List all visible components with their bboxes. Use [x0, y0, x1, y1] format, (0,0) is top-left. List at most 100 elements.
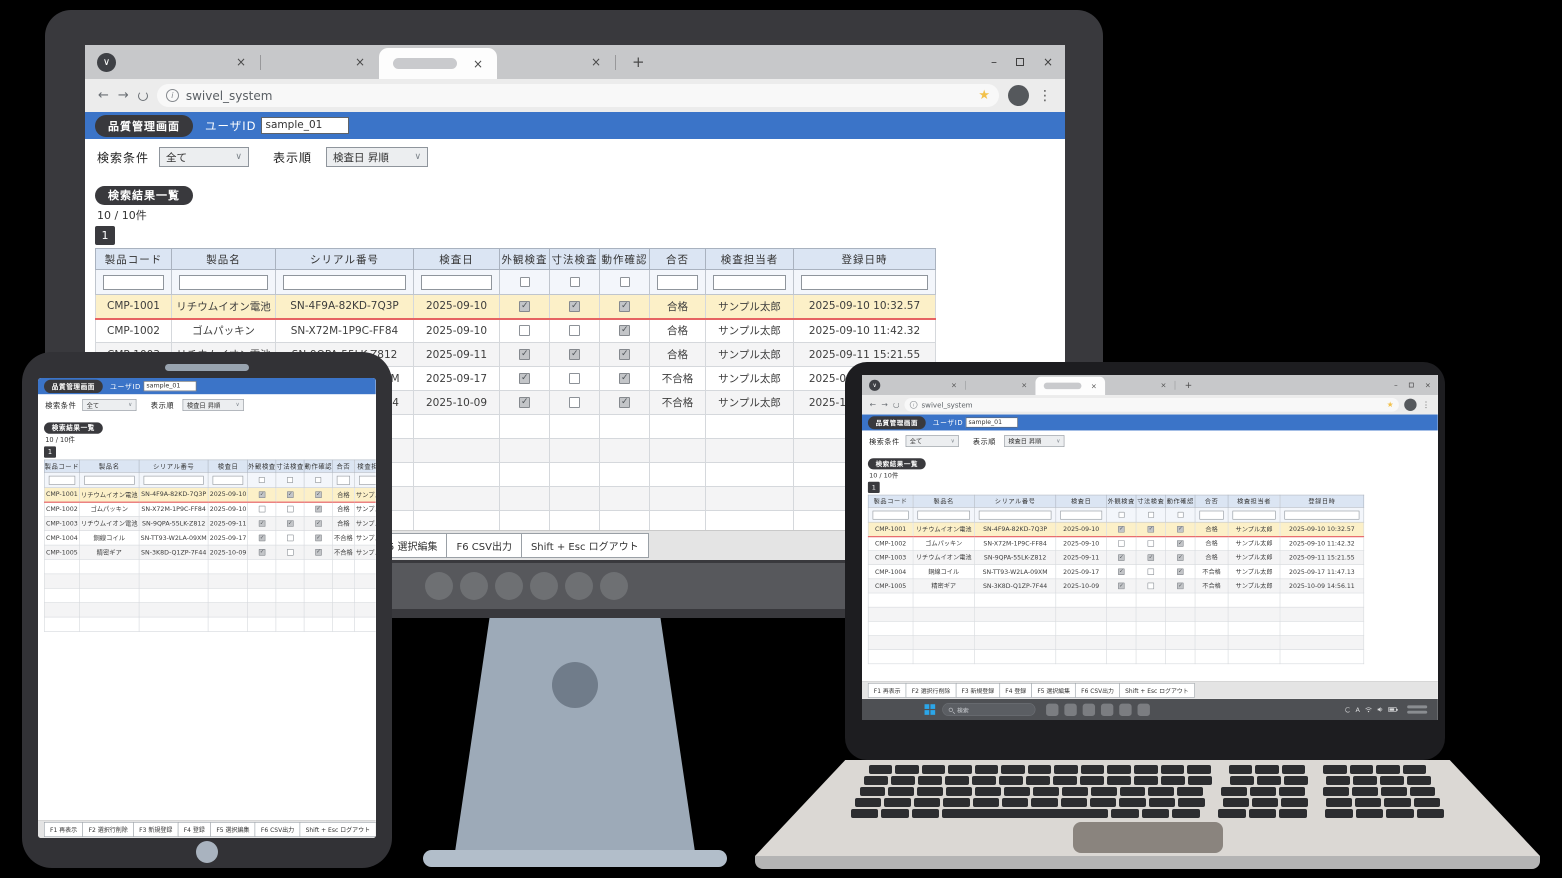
filter-serial-input[interactable]: [283, 274, 406, 290]
filter-inspector-input[interactable]: [713, 274, 786, 290]
function-key-6[interactable]: F6 CSV出力: [254, 822, 301, 837]
visual-check-checkbox[interactable]: [258, 520, 266, 527]
column-header[interactable]: 検査日: [1055, 494, 1107, 508]
tab-close-icon[interactable]: ×: [354, 55, 365, 69]
column-header[interactable]: 登録日時: [1279, 494, 1365, 508]
browser-tab-active[interactable]: ×: [379, 48, 497, 79]
column-header[interactable]: 外観検査: [1106, 494, 1137, 508]
filter-inspector-input[interactable]: [1232, 510, 1276, 520]
operation-check-checkbox[interactable]: [619, 397, 630, 408]
dimension-check-checkbox[interactable]: [1147, 540, 1155, 547]
column-header[interactable]: 寸法検査: [1135, 494, 1166, 508]
forward-button[interactable]: →: [881, 400, 888, 410]
reload-button[interactable]: [137, 90, 148, 101]
filter-operation-checkbox[interactable]: [315, 477, 322, 483]
function-key-5[interactable]: F5 選択編集: [210, 822, 256, 837]
tab-close-icon[interactable]: ×: [1090, 381, 1097, 391]
visual-check-checkbox[interactable]: [258, 505, 266, 513]
column-header[interactable]: 製品名: [79, 459, 140, 473]
url-text[interactable]: swivel_system: [921, 400, 973, 409]
sort-order-select[interactable]: 検査日 昇順 ∨: [326, 147, 429, 167]
operation-check-checkbox[interactable]: [619, 300, 630, 312]
filter-result-input[interactable]: [336, 475, 350, 485]
column-header[interactable]: 検査日: [413, 248, 500, 270]
column-header[interactable]: 検査日: [207, 459, 249, 473]
visual-check-checkbox[interactable]: [519, 349, 530, 360]
function-key-3[interactable]: F3 新規登録: [955, 682, 1000, 698]
site-info-icon[interactable]: i: [165, 89, 179, 102]
dimension-check-checkbox[interactable]: [286, 534, 294, 542]
tab-close-icon[interactable]: ×: [235, 55, 246, 69]
table-row[interactable]: CMP-1001 リチウムイオン電池 SN-4F9A-82KD-7Q3P 2025-0…: [44, 487, 376, 503]
forward-button[interactable]: →: [117, 88, 129, 103]
function-key-7[interactable]: Shift + Esc ログアウト: [1119, 682, 1195, 698]
filter-date-input[interactable]: [1060, 510, 1103, 520]
taskbar-app-icon[interactable]: [1100, 703, 1114, 716]
browser-tab-active[interactable]: ×: [1035, 376, 1106, 396]
column-header[interactable]: 製品コード: [867, 494, 914, 508]
function-key-4[interactable]: F4 登録: [177, 822, 211, 837]
back-button[interactable]: ←: [98, 88, 109, 103]
column-header[interactable]: 検査担当者: [705, 248, 794, 270]
table-row[interactable]: CMP-1001 リチウムイオン電池 SN-4F9A-82KD-7Q3P 2025-0…: [867, 521, 1365, 537]
dimension-check-checkbox[interactable]: [569, 397, 580, 408]
filter-product-name-input[interactable]: [917, 510, 970, 520]
taskbar-app-dot[interactable]: [495, 572, 523, 600]
visual-check-checkbox[interactable]: [1118, 568, 1125, 576]
filter-visual-checkbox[interactable]: [258, 477, 265, 483]
function-key-7[interactable]: Shift + Esc ログアウト: [299, 822, 376, 837]
bookmark-star-icon[interactable]: ★: [978, 88, 990, 103]
taskbar-app-icon[interactable]: [1046, 703, 1059, 716]
tab-close-icon[interactable]: ×: [951, 380, 957, 390]
filter-serial-input[interactable]: [143, 475, 204, 485]
column-header[interactable]: 寸法検査: [549, 248, 600, 270]
filter-date-input[interactable]: [421, 274, 492, 290]
filter-visual-checkbox[interactable]: [1118, 511, 1125, 518]
sort-order-select[interactable]: 検査日 昇順 ∨: [182, 399, 244, 411]
filter-operation-checkbox[interactable]: [1177, 511, 1184, 518]
search-condition-select[interactable]: 全て ∨: [82, 399, 137, 411]
visual-check-checkbox[interactable]: [258, 549, 266, 556]
visual-check-checkbox[interactable]: [519, 325, 530, 337]
browser-profile-avatar[interactable]: [1008, 85, 1029, 106]
close-button[interactable]: ×: [1042, 55, 1053, 69]
taskbar-search-box[interactable]: 検索: [942, 703, 1036, 717]
dimension-check-checkbox[interactable]: [1147, 525, 1155, 533]
site-info-icon[interactable]: i: [909, 400, 918, 409]
wifi-icon[interactable]: [1365, 707, 1373, 713]
filter-product-name-input[interactable]: [179, 274, 268, 290]
browser-tab[interactable]: ×: [966, 375, 1036, 395]
speaker-icon[interactable]: [1377, 707, 1383, 713]
tab-close-icon[interactable]: ×: [1160, 380, 1167, 390]
function-key-1[interactable]: F1 再表示: [44, 822, 84, 837]
dimension-check-checkbox[interactable]: [569, 373, 580, 384]
filter-operation-checkbox[interactable]: [619, 277, 630, 287]
user-id-input[interactable]: sample_01: [143, 381, 197, 392]
column-header[interactable]: 動作確認: [303, 459, 333, 473]
column-header[interactable]: 外観検査: [247, 459, 277, 473]
table-row[interactable]: CMP-1002 ゴムパッキン SN-X72M-1P9C-FF84 2025-09-1…: [867, 536, 1365, 551]
function-key-4[interactable]: F4 登録: [999, 682, 1033, 698]
visual-check-checkbox[interactable]: [258, 534, 266, 542]
taskbar-app-icon[interactable]: [1064, 703, 1077, 716]
search-condition-select[interactable]: 全て ∨: [159, 147, 250, 167]
page-1-button[interactable]: 1: [44, 446, 56, 458]
function-key-2[interactable]: F2 選択行削除: [905, 682, 957, 698]
visual-check-checkbox[interactable]: [1118, 525, 1125, 533]
filter-dimension-checkbox[interactable]: [287, 477, 294, 483]
dimension-check-checkbox[interactable]: [569, 300, 580, 312]
visual-check-checkbox[interactable]: [1118, 554, 1125, 561]
dimension-check-checkbox[interactable]: [1147, 582, 1155, 590]
operation-check-checkbox[interactable]: [315, 534, 322, 542]
filter-result-input[interactable]: [1199, 510, 1224, 520]
browser-tab[interactable]: ×: [1105, 375, 1175, 395]
ime-language-indicator[interactable]: A: [1355, 705, 1360, 714]
column-header[interactable]: 検査担当者: [354, 459, 376, 473]
column-header[interactable]: 登録日時: [793, 248, 936, 270]
filter-result-input[interactable]: [657, 274, 698, 290]
tab-close-icon[interactable]: ×: [590, 55, 601, 69]
filter-visual-checkbox[interactable]: [519, 277, 530, 287]
address-box[interactable]: i swivel_system ★: [904, 398, 1399, 412]
column-header[interactable]: 製品コード: [95, 248, 172, 270]
